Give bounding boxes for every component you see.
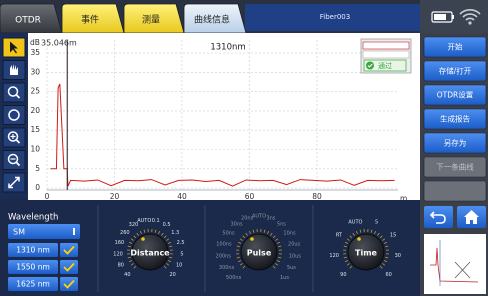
knob-option[interactable]: 120 <box>329 253 339 259</box>
x-tick-label: 60 <box>245 192 255 201</box>
wavelength-option-label[interactable]: 1310 nm <box>16 246 50 255</box>
side-button-empty <box>424 181 486 201</box>
chart-title: 1310nm <box>210 43 245 53</box>
x-tick-label: 20 <box>110 192 120 201</box>
knob-option[interactable]: 200ns <box>216 254 232 260</box>
knob-option[interactable]: AUTO <box>252 214 266 220</box>
knob-option[interactable]: 1us <box>280 275 289 281</box>
knob-option[interactable]: 2.5 <box>177 240 185 246</box>
tab-label[interactable]: OTDR <box>15 16 41 26</box>
x-tick-label: 0 <box>45 192 50 201</box>
knob-indicator <box>250 237 254 241</box>
x-tick-label: 80 <box>312 192 322 201</box>
knob-indicator <box>141 237 145 241</box>
battery-level <box>434 14 446 20</box>
select-caret <box>73 228 75 235</box>
knob-option[interactable]: 260 <box>120 230 130 236</box>
knob-option[interactable]: 5ns <box>277 221 286 227</box>
knob-option[interactable]: 5us <box>287 265 296 271</box>
side-button-label: 下一条曲线 <box>436 162 474 172</box>
y-tick-label: 35 <box>30 48 40 57</box>
x-tick-label: 40 <box>177 192 187 201</box>
y-tick-label: 10 <box>30 145 40 154</box>
side-button-label[interactable]: 生成报告 <box>440 114 470 124</box>
mode-value[interactable]: SM <box>13 228 25 237</box>
knob-option[interactable]: 30 <box>395 253 401 259</box>
option-checkbox[interactable] <box>60 277 78 291</box>
knob-option[interactable]: 80 <box>118 263 124 269</box>
wifi-dot <box>468 21 471 24</box>
tab-label[interactable]: 测量 <box>142 15 160 26</box>
y-tick-label: 20 <box>30 106 40 115</box>
legend-row <box>363 42 409 49</box>
knob-option[interactable]: 160 <box>115 240 125 246</box>
knob-option[interactable]: 20us <box>288 241 301 247</box>
knob-option[interactable]: AUTO <box>348 219 362 225</box>
tool-button[interactable] <box>3 128 25 147</box>
knob-option[interactable]: 100ns <box>216 241 232 247</box>
tool-button[interactable] <box>3 106 25 125</box>
side-button-label[interactable]: 开始 <box>448 42 463 52</box>
tab-label[interactable]: 事件 <box>81 14 99 26</box>
status-icon <box>366 62 374 70</box>
y-unit: dB <box>30 38 40 47</box>
knob-option[interactable]: 0.1 <box>152 218 160 224</box>
side-button-label[interactable]: 存储/打开 <box>439 66 472 76</box>
knob-option[interactable]: 90 <box>340 272 346 278</box>
knob-option[interactable]: 500ns <box>226 275 242 281</box>
option-checkbox[interactable] <box>60 243 78 257</box>
knob-option[interactable]: 10us <box>289 254 302 260</box>
back-button[interactable] <box>424 206 453 228</box>
wavelength-option-label[interactable]: 1625 nm <box>16 280 50 289</box>
option-checkbox[interactable] <box>60 260 78 274</box>
battery-tip <box>452 15 454 19</box>
knob-name[interactable]: Distance <box>130 249 170 258</box>
knob-option[interactable]: 5 <box>180 251 183 257</box>
side-button-label[interactable]: 另存为 <box>444 138 467 148</box>
knob-name[interactable]: Pulse <box>247 249 272 258</box>
knob-option[interactable]: AUTO <box>137 218 151 224</box>
knob-option[interactable]: 60 <box>385 272 391 278</box>
knob-option[interactable]: 10 <box>176 263 182 269</box>
knob-option[interactable]: 20 <box>169 272 175 278</box>
knob-option[interactable]: 30ns <box>230 221 243 227</box>
knob-name[interactable]: Time <box>355 249 378 258</box>
knob-option[interactable]: 120 <box>113 251 123 257</box>
y-tick-label: 30 <box>30 67 40 76</box>
tab-label[interactable]: 曲线信息 <box>194 14 230 26</box>
y-tick-label: 15 <box>30 125 40 134</box>
cursor-label: 35.046m <box>41 39 77 48</box>
otdr-screen: Fiber003 OTDR 事件 测量 曲线信息 0 5 10 15 20 25 30 35 0 20 40 6… <box>0 0 488 296</box>
knob-option[interactable]: 300ns <box>219 265 235 271</box>
knob-option[interactable]: 40 <box>124 272 130 278</box>
knob-option[interactable]: 50ns <box>222 230 235 236</box>
knob-option[interactable]: 10ns <box>283 230 296 236</box>
legend-row <box>363 51 409 58</box>
tool-button[interactable] <box>3 151 25 170</box>
y-tick-label: 0 <box>35 183 40 192</box>
knob-indicator <box>357 237 361 241</box>
side-button-label[interactable]: OTDR设置 <box>437 90 474 100</box>
wavelength-option-label[interactable]: 1550 nm <box>16 263 50 272</box>
tool-button[interactable] <box>3 83 25 102</box>
knob-option[interactable]: 0.5 <box>163 222 171 228</box>
knob-option[interactable]: 15 <box>390 232 396 238</box>
knob-option[interactable]: 3ns <box>266 216 275 222</box>
knob-option[interactable]: 1.3 <box>171 230 179 236</box>
thumbnail <box>424 234 486 294</box>
legend-status: 通过 <box>378 61 392 70</box>
knob-option[interactable]: 5 <box>375 219 378 225</box>
y-tick-label: 25 <box>30 87 40 96</box>
knob-option[interactable]: RT <box>336 232 343 238</box>
y-tick-label: 5 <box>35 164 40 173</box>
page: {"tabs": ["OTDR", "事件", "测量", "曲线信息"], "… <box>0 0 488 296</box>
file-name: Fiber003 <box>320 13 350 21</box>
wavelength-label: Wavelength <box>8 213 58 223</box>
